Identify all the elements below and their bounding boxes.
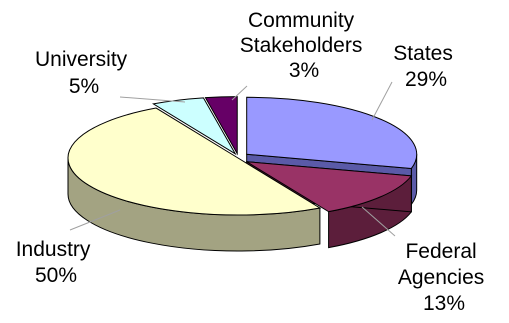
pie-slice-industry [68, 107, 322, 216]
label-university-name: University [35, 48, 128, 71]
label-federal-agencies: Federal Agencies 13% [398, 240, 490, 315]
label-federal-line2: Agencies [398, 266, 484, 289]
label-industry: Industry 50% [16, 238, 97, 287]
label-federal-line1: Federal [405, 240, 476, 263]
label-community: Community Stakeholders 3% [240, 9, 368, 82]
leader-line-industry [69, 209, 121, 231]
leader-line-university [119, 96, 186, 103]
pie-slice-university [152, 97, 237, 156]
pie-tops [68, 96, 418, 216]
pie-slice-federal-agencies [246, 161, 413, 213]
label-university-value: 5% [69, 75, 99, 98]
leader-line-federal-agencies [361, 206, 396, 237]
label-states-name: States [393, 42, 453, 65]
label-states: States 29% [393, 42, 458, 91]
leader-line-states [371, 81, 393, 121]
label-industry-value: 50% [35, 264, 77, 287]
label-community-line2: Stakeholders [240, 34, 363, 57]
label-community-line1: Community [248, 9, 355, 32]
label-university: University 5% [35, 48, 133, 98]
label-industry-name: Industry [16, 238, 91, 261]
label-states-value: 29% [405, 68, 447, 91]
pie-slice-states [246, 96, 418, 169]
pie-slice-community-stakeholders [204, 96, 238, 156]
label-community-value: 3% [289, 59, 319, 82]
leader-line-community [231, 85, 248, 101]
label-federal-value: 13% [423, 292, 465, 315]
